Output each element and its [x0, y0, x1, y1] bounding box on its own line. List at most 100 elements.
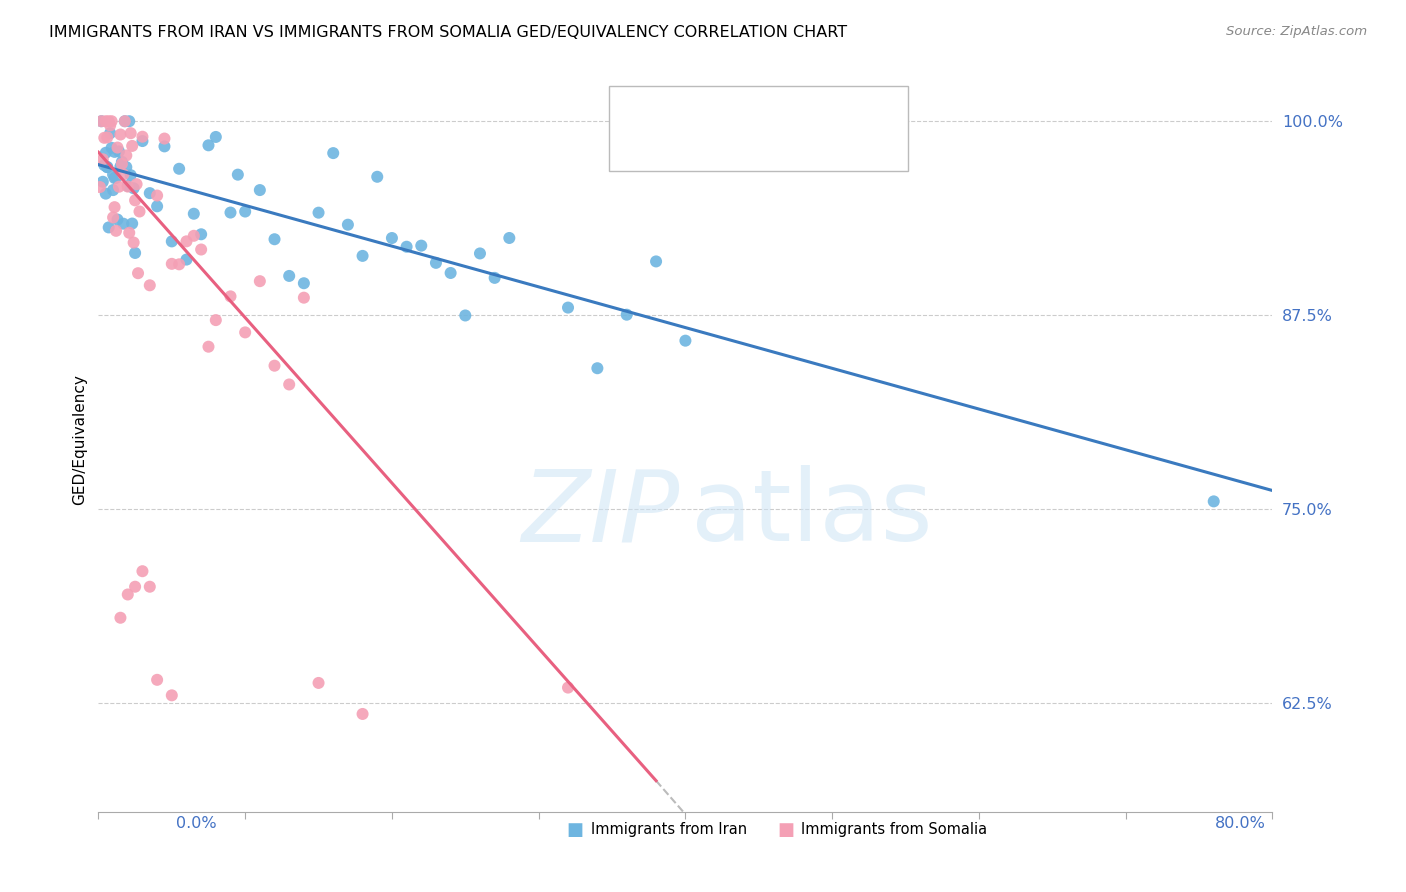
Text: 0.0%: 0.0% — [176, 816, 217, 831]
Text: ■: ■ — [567, 821, 583, 838]
Point — [90, 114, 112, 128]
Point — [557, 301, 579, 315]
Point — [308, 205, 330, 219]
Point — [114, 114, 136, 128]
Point — [124, 580, 146, 594]
Text: Source: ZipAtlas.com: Source: ZipAtlas.com — [1226, 25, 1367, 38]
Point — [146, 199, 169, 213]
Point — [454, 309, 477, 323]
Point — [97, 114, 120, 128]
Point — [94, 186, 117, 201]
Point — [190, 227, 212, 242]
Point — [146, 188, 169, 202]
Point — [292, 277, 315, 291]
Point — [139, 186, 162, 201]
Point — [91, 175, 114, 189]
Point — [124, 246, 146, 260]
Point — [94, 145, 117, 160]
Point — [111, 154, 134, 169]
Point — [101, 168, 124, 182]
Point — [183, 207, 205, 221]
Point — [108, 145, 131, 159]
Point — [115, 148, 138, 162]
Point — [98, 119, 121, 133]
Point — [484, 271, 506, 285]
Point — [160, 235, 183, 249]
Text: 80.0%: 80.0% — [1215, 816, 1265, 831]
Point — [183, 228, 205, 243]
Point — [98, 126, 121, 140]
Point — [205, 313, 228, 327]
Point — [111, 157, 134, 171]
Point — [112, 168, 135, 182]
Point — [139, 580, 162, 594]
Point — [91, 153, 114, 167]
Point — [249, 274, 271, 288]
Point — [278, 377, 301, 392]
Point — [107, 212, 129, 227]
Point — [105, 170, 128, 185]
Point — [89, 180, 111, 194]
Point — [146, 673, 169, 687]
Point — [308, 676, 330, 690]
Point — [103, 200, 125, 214]
Point — [125, 177, 148, 191]
Point — [352, 249, 374, 263]
Point — [226, 168, 249, 182]
Point — [190, 243, 212, 257]
Point — [233, 204, 256, 219]
Point — [103, 171, 125, 186]
Point — [131, 564, 153, 578]
Point — [176, 252, 198, 267]
Point — [97, 220, 120, 235]
Point — [249, 183, 271, 197]
Point — [278, 268, 301, 283]
Point — [322, 146, 344, 161]
Point — [468, 246, 491, 260]
Point — [160, 257, 183, 271]
Point — [96, 160, 118, 174]
Point — [112, 217, 135, 231]
Legend: R = -0.367   N = 86, R = -0.495   N = 76: R = -0.367 N = 86, R = -0.495 N = 76 — [617, 94, 817, 143]
Point — [107, 140, 129, 154]
FancyBboxPatch shape — [609, 86, 908, 171]
Point — [101, 211, 124, 225]
Point — [96, 160, 118, 174]
Point — [101, 183, 124, 197]
Point — [176, 235, 198, 249]
Text: atlas: atlas — [692, 466, 934, 562]
Point — [498, 231, 520, 245]
Point — [131, 129, 153, 144]
Point — [122, 181, 145, 195]
Point — [100, 114, 122, 128]
Point — [153, 131, 176, 145]
Point — [108, 179, 131, 194]
Point — [366, 169, 388, 184]
Point — [219, 205, 242, 219]
Point — [233, 326, 256, 340]
Text: Immigrants from Somalia: Immigrants from Somalia — [801, 822, 987, 837]
Point — [103, 145, 125, 159]
Point — [105, 224, 128, 238]
Point — [93, 158, 115, 172]
Point — [352, 706, 374, 721]
Point — [131, 134, 153, 148]
Point — [94, 114, 117, 128]
Point — [219, 289, 242, 303]
Point — [439, 266, 461, 280]
Point — [93, 131, 115, 145]
Point — [122, 235, 145, 250]
Point — [675, 334, 697, 348]
Point — [120, 168, 142, 182]
Point — [117, 587, 139, 601]
Text: Immigrants from Iran: Immigrants from Iran — [591, 822, 747, 837]
Point — [395, 240, 418, 254]
Point — [121, 139, 143, 153]
Point — [128, 204, 150, 219]
Point — [139, 278, 162, 293]
Point — [586, 361, 609, 376]
Text: ZIP: ZIP — [522, 466, 679, 562]
Point — [160, 689, 183, 703]
Point — [425, 256, 447, 270]
Point — [120, 126, 142, 140]
